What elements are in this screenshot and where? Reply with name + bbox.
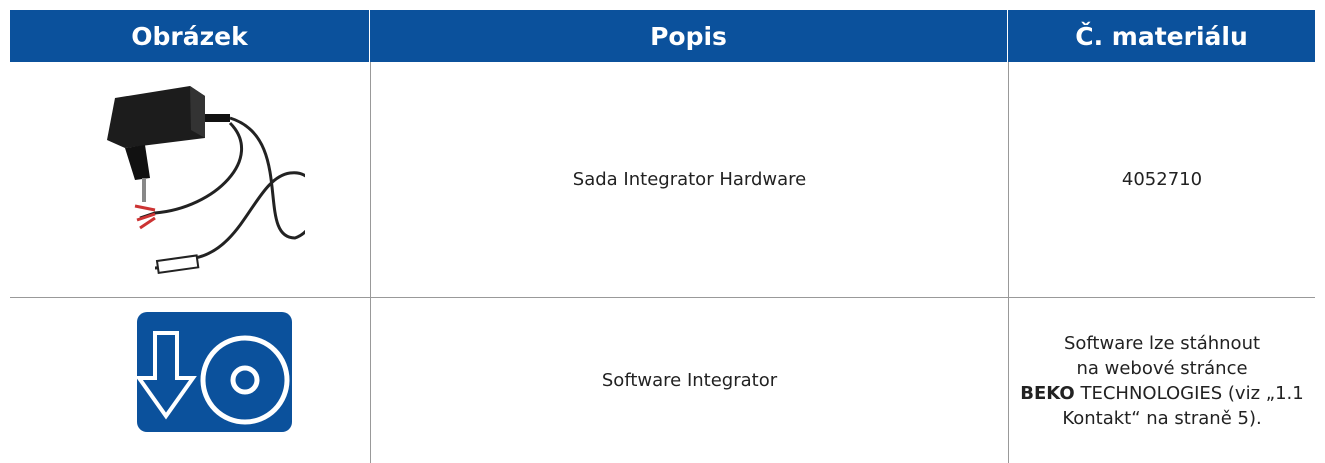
bold-text: BEKO xyxy=(1020,382,1075,404)
border xyxy=(1008,62,1009,463)
border xyxy=(370,62,371,463)
material-number: 4052710 xyxy=(1121,169,1203,190)
text-line: Software lze stáhnout xyxy=(1063,332,1261,354)
header-cell: Obrázek xyxy=(10,10,370,62)
software-icon xyxy=(135,312,292,432)
text: TECHNOLOGIES (viz „1.1 xyxy=(1074,382,1304,404)
header-cell: Popis xyxy=(370,10,1008,62)
text-line: na webové stránce xyxy=(1076,357,1248,379)
hardware-image xyxy=(107,86,305,275)
description: Software Integrator xyxy=(601,370,778,391)
material-note: Software lze stáhnout na webové stránce … xyxy=(1009,298,1315,463)
border xyxy=(10,297,1315,298)
text-line: BEKO TECHNOLOGIES (viz „1.1 xyxy=(1020,381,1303,406)
header-cell: Č. materiálu xyxy=(1008,10,1315,62)
text-line: Kontakt“ na straně 5). xyxy=(1062,407,1262,429)
description: Sada Integrator Hardware xyxy=(572,169,807,190)
